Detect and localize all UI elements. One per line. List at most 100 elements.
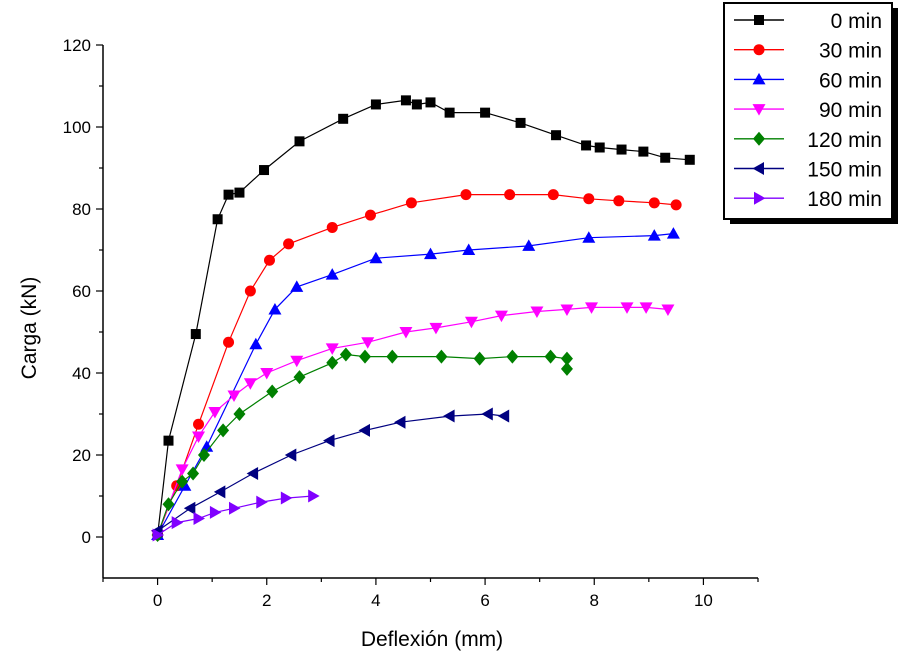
legend-box bbox=[723, 2, 893, 220]
legend-label: 120 min bbox=[807, 129, 882, 152]
series-90-min bbox=[151, 302, 675, 542]
data-point bbox=[424, 247, 437, 260]
data-point bbox=[494, 310, 508, 323]
data-point bbox=[462, 243, 476, 255]
data-point bbox=[460, 189, 472, 201]
data-point bbox=[338, 113, 349, 124]
data-point bbox=[411, 99, 422, 110]
data-point bbox=[639, 302, 653, 314]
data-point bbox=[308, 489, 320, 503]
data-point bbox=[283, 238, 295, 250]
legend-entry-120-min: 120 min bbox=[734, 129, 882, 152]
y-tick-label: 100 bbox=[63, 118, 91, 137]
legend-swatch-marker bbox=[754, 15, 764, 25]
data-point bbox=[393, 415, 406, 429]
legend-entry-90-min: 90 min bbox=[734, 99, 882, 122]
data-point bbox=[594, 142, 605, 153]
series-layer bbox=[151, 95, 695, 542]
data-point bbox=[399, 327, 413, 339]
data-point bbox=[647, 229, 661, 241]
series-line-120-min bbox=[157, 353, 568, 536]
data-point bbox=[223, 189, 234, 200]
data-point bbox=[358, 423, 370, 437]
legend-label: 150 min bbox=[807, 159, 882, 182]
data-point bbox=[504, 189, 516, 201]
data-point bbox=[473, 351, 486, 366]
data-point bbox=[648, 197, 660, 209]
x-tick-label: 0 bbox=[153, 591, 162, 610]
data-point bbox=[638, 146, 649, 157]
data-point bbox=[480, 107, 491, 118]
data-point bbox=[547, 189, 559, 201]
data-point bbox=[259, 165, 270, 176]
legend-entry-0-min: 0 min bbox=[734, 10, 882, 33]
data-point bbox=[666, 227, 680, 239]
data-point bbox=[290, 280, 304, 292]
data-point bbox=[209, 505, 222, 519]
data-point bbox=[429, 322, 443, 335]
data-point bbox=[323, 434, 335, 448]
data-point bbox=[294, 136, 305, 147]
data-point bbox=[193, 418, 205, 430]
data-point bbox=[620, 302, 634, 314]
data-point bbox=[213, 485, 226, 499]
data-point bbox=[386, 349, 399, 364]
data-point bbox=[581, 140, 592, 151]
series-line-150-min bbox=[157, 413, 505, 532]
series-120-min bbox=[151, 347, 573, 542]
data-point bbox=[152, 528, 165, 542]
data-point bbox=[162, 497, 175, 512]
legend-entry-180-min: 180 min bbox=[734, 188, 882, 211]
data-point bbox=[560, 361, 573, 376]
data-point bbox=[260, 368, 274, 380]
legend: 0 min 30 min 60 min 90 min 120 min 150 min 180… bbox=[723, 2, 898, 224]
data-point bbox=[585, 302, 599, 314]
data-point bbox=[233, 407, 246, 421]
data-point bbox=[361, 337, 375, 349]
x-tick-label: 8 bbox=[590, 591, 599, 610]
data-point bbox=[684, 154, 695, 165]
series-60-min bbox=[151, 227, 680, 540]
data-point bbox=[339, 347, 352, 362]
legend-swatch-marker bbox=[752, 72, 766, 85]
data-point bbox=[163, 435, 174, 446]
data-point bbox=[551, 130, 562, 141]
legend-label: 0 min bbox=[831, 10, 882, 33]
data-point bbox=[497, 409, 510, 423]
data-point bbox=[193, 512, 206, 526]
data-point bbox=[364, 209, 376, 221]
data-point bbox=[506, 349, 519, 364]
data-point bbox=[443, 409, 455, 423]
data-point bbox=[613, 195, 625, 207]
x-tick-label: 2 bbox=[262, 591, 271, 610]
data-point bbox=[229, 501, 241, 515]
data-point bbox=[192, 431, 206, 444]
data-point bbox=[435, 349, 448, 364]
data-point bbox=[544, 349, 557, 364]
series-30-min bbox=[152, 189, 682, 541]
data-point bbox=[246, 466, 259, 480]
legend-label: 30 min bbox=[819, 40, 882, 63]
data-point bbox=[530, 306, 544, 318]
data-point bbox=[370, 99, 381, 110]
data-point bbox=[326, 221, 338, 233]
x-tick-label: 6 bbox=[480, 591, 489, 610]
series-180-min bbox=[152, 489, 320, 542]
data-point bbox=[284, 448, 297, 462]
y-tick-label: 120 bbox=[63, 36, 91, 55]
legend-label: 90 min bbox=[819, 99, 882, 122]
data-point bbox=[444, 107, 455, 118]
legend-entry-30-min: 30 min bbox=[734, 40, 882, 63]
data-point bbox=[187, 466, 200, 481]
data-point bbox=[175, 464, 189, 476]
x-tick-label: 4 bbox=[371, 591, 380, 610]
axes: 0 20 40 60 80 100 120 0 2 4 6 8 10 bbox=[63, 36, 759, 610]
data-point bbox=[583, 193, 595, 205]
legend-label: 180 min bbox=[807, 188, 882, 211]
y-axis-title: Carga (kN) bbox=[18, 277, 41, 380]
data-point bbox=[217, 423, 230, 438]
data-point bbox=[268, 302, 282, 315]
data-point bbox=[176, 474, 189, 489]
data-point bbox=[560, 351, 573, 366]
data-point bbox=[290, 355, 304, 368]
